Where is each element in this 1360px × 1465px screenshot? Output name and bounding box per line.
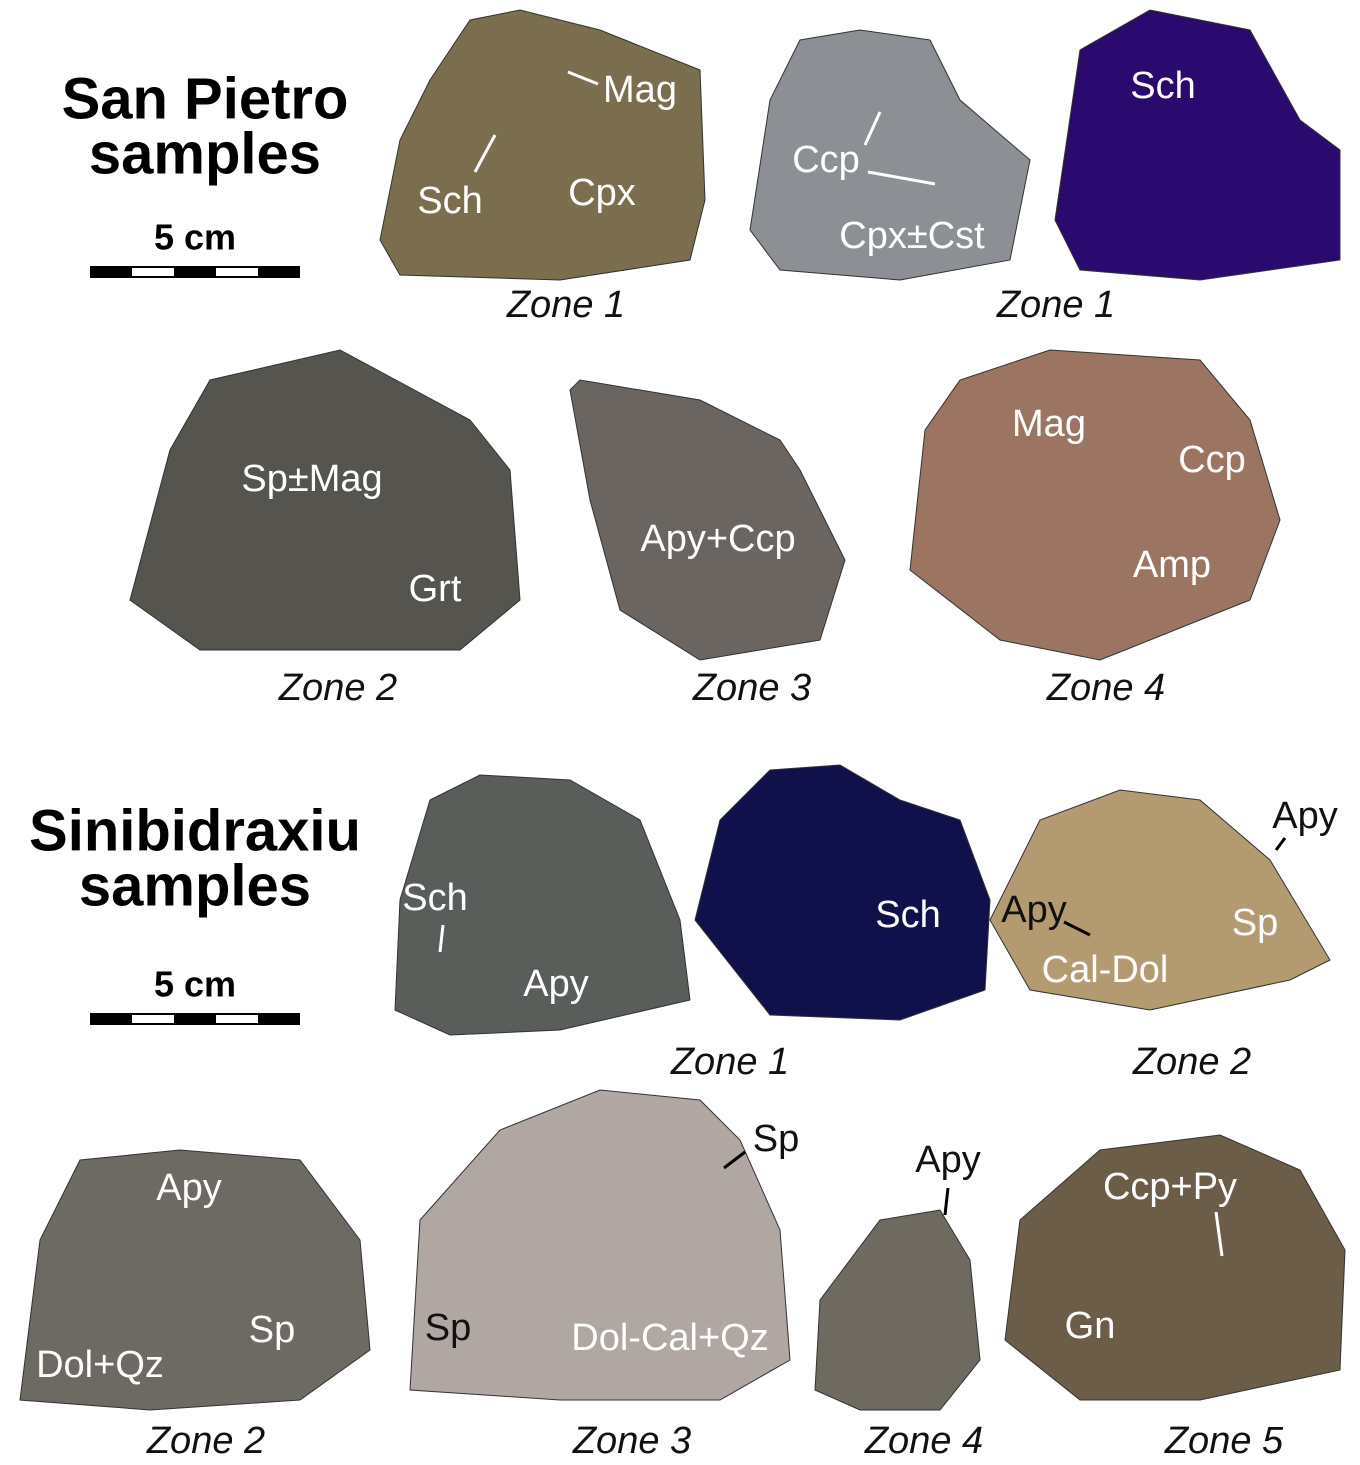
mineral-label: Cpx±Cst [839, 215, 985, 257]
zone-caption: Zone 1 [996, 284, 1115, 326]
scale-bar [90, 1013, 300, 1025]
mineral-label: Amp [1133, 544, 1211, 586]
mineral-label: Sch [875, 894, 940, 936]
rock-photo [814, 1209, 981, 1411]
mineral-label: Sch [417, 180, 482, 222]
rock-photo [569, 379, 846, 661]
section-title: samples [79, 853, 311, 918]
zone-caption: Zone 4 [1046, 667, 1165, 709]
zone-caption: Zone 1 [670, 1041, 789, 1083]
mineral-label: Apy [156, 1167, 221, 1209]
zone-caption: Zone 5 [1164, 1420, 1284, 1462]
mineral-label: Apy [915, 1139, 980, 1181]
mineral-label: Apy [1001, 889, 1066, 931]
rock-photo [909, 349, 1281, 661]
rock-photo [409, 1089, 791, 1401]
zone-caption: Zone 2 [1132, 1041, 1251, 1083]
scale-bar [90, 266, 300, 278]
mineral-label: Dol+Qz [36, 1344, 164, 1386]
mineral-label: Mag [1012, 403, 1086, 445]
zone-caption: Zone 3 [692, 667, 811, 709]
mineral-label: Sp [425, 1307, 471, 1349]
mineral-label: Dol-Cal+Qz [571, 1317, 768, 1359]
rock-photo [989, 789, 1331, 1011]
mineral-label: Ccp+Py [1103, 1166, 1237, 1208]
rock-photo [379, 9, 706, 281]
rock-photo [1054, 9, 1341, 281]
scale-label: 5 cm [154, 964, 236, 1005]
zone-caption: Zone 3 [572, 1420, 691, 1462]
mineral-label: Sch [402, 877, 467, 919]
scale-label: 5 cm [154, 217, 236, 258]
rock-photo [1004, 1134, 1346, 1401]
rock-photo [394, 774, 691, 1036]
rock-photos [19, 9, 1346, 1411]
mineral-label: Sch [1130, 65, 1195, 107]
rock-photo [19, 1149, 371, 1411]
rock-photo [749, 29, 1031, 281]
leader-lines [438, 70, 1224, 1257]
zone-caption: Zone 1 [506, 284, 625, 326]
mineral-label: Mag [603, 69, 677, 111]
section-title: San Pietro [62, 66, 349, 131]
rock-photo [694, 764, 991, 1021]
leader-lines [723, 837, 1287, 1216]
mineral-label: Sp [249, 1309, 295, 1351]
mineral-label: Sp±Mag [241, 458, 382, 500]
mineral-label: Ccp [792, 139, 860, 181]
zone-caption: Zone 2 [278, 667, 397, 709]
zone-caption: Zone 2 [146, 1420, 265, 1462]
mineral-label: Cal-Dol [1042, 949, 1169, 991]
section-title: samples [89, 121, 321, 186]
mineral-label: Grt [409, 568, 462, 610]
zone-caption: Zone 4 [864, 1420, 983, 1462]
mineral-label: Apy+Ccp [640, 518, 795, 560]
mineral-label: Apy [1272, 795, 1337, 837]
mineral-label: Gn [1065, 1305, 1116, 1347]
mineral-label: Cpx [568, 172, 636, 214]
mineral-label: Apy [523, 963, 588, 1005]
rock-photo [129, 349, 521, 651]
mineral-label: Sp [753, 1118, 799, 1160]
mineral-label: Ccp [1178, 439, 1246, 481]
mineral-label: Sp [1232, 902, 1278, 944]
section-title: Sinibidraxiu [29, 798, 361, 863]
